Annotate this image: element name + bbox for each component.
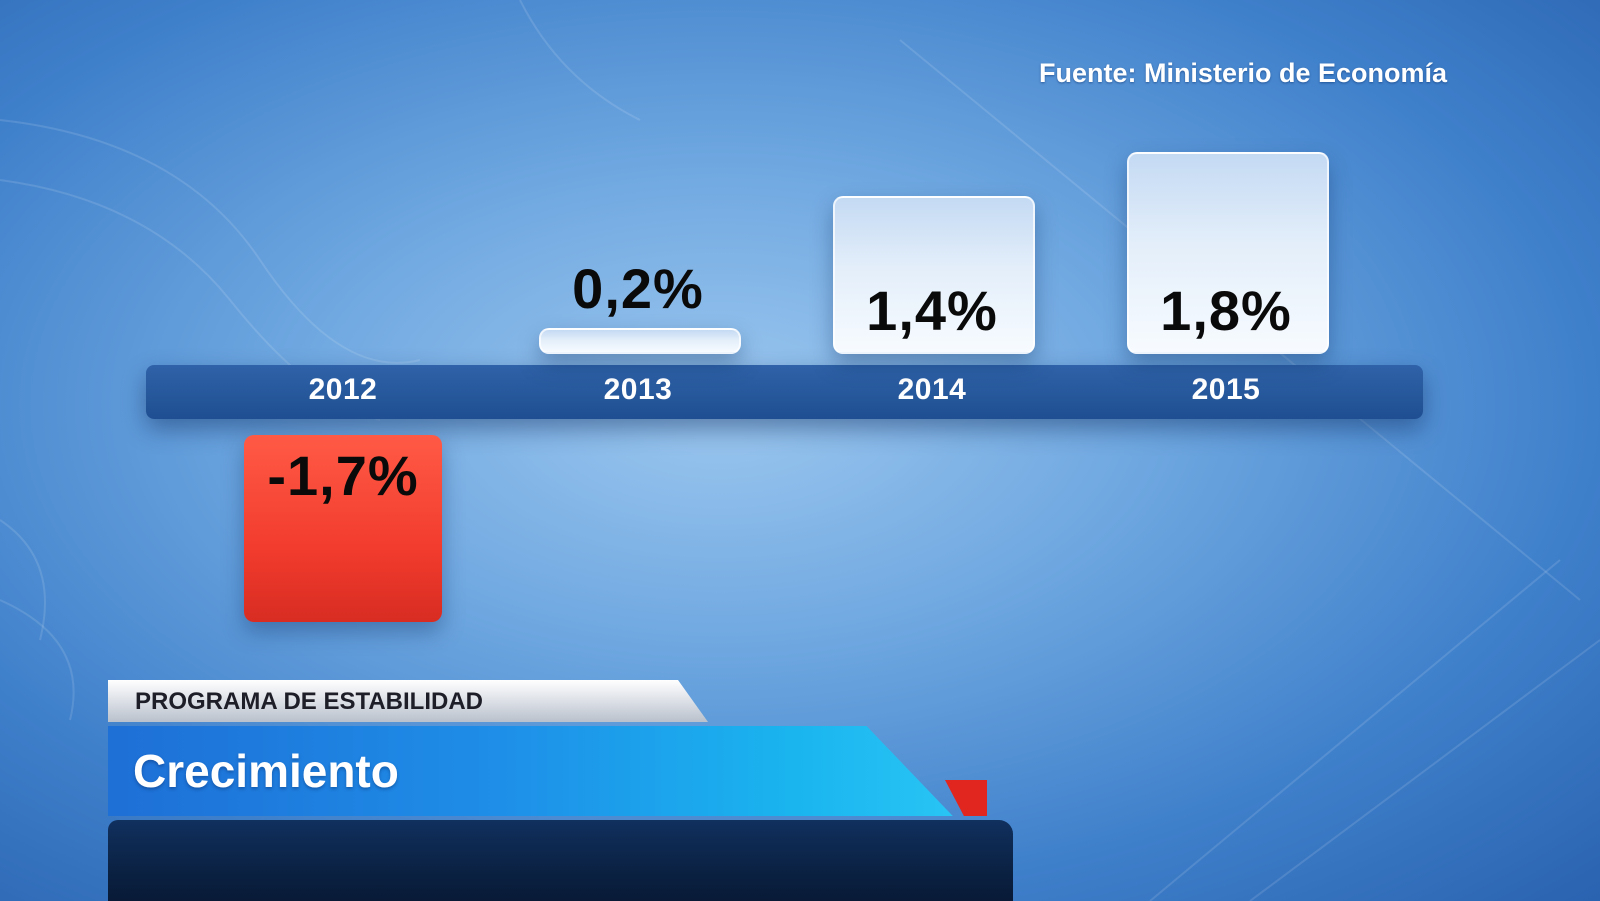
data-label-2015: 1,8% <box>1160 279 1292 342</box>
data-label-2013: 0,2% <box>572 257 704 320</box>
axis-tick-label: 2014 <box>897 373 967 406</box>
axis-tick-label: 2015 <box>1191 373 1261 406</box>
growth-bar-chart: 2012 -1,7% 2013 0,2% 2014 1,4% 2015 1,8% <box>146 152 1423 622</box>
bar-2015 <box>1127 152 1329 354</box>
title-band <box>108 726 953 816</box>
subtitle-band <box>108 680 708 722</box>
data-label-2014: 1,4% <box>866 279 998 342</box>
bar-2013 <box>539 328 741 354</box>
axis-tick-label: 2013 <box>603 373 673 406</box>
year-axis-bar <box>146 365 1423 419</box>
axis-tick-label: 2012 <box>308 373 378 406</box>
bar-2012 <box>244 435 442 622</box>
red-accent-shape <box>945 780 987 816</box>
data-label-2012: -1,7% <box>267 444 419 507</box>
caption-subtitle: PROGRAMA DE ESTABILIDAD <box>135 688 483 715</box>
lower-dark-band <box>108 820 1013 901</box>
caption-title: Crecimiento <box>133 745 399 797</box>
source-note: Fuente: Ministerio de Economía <box>1038 58 1447 88</box>
bar-2014 <box>833 196 1035 354</box>
